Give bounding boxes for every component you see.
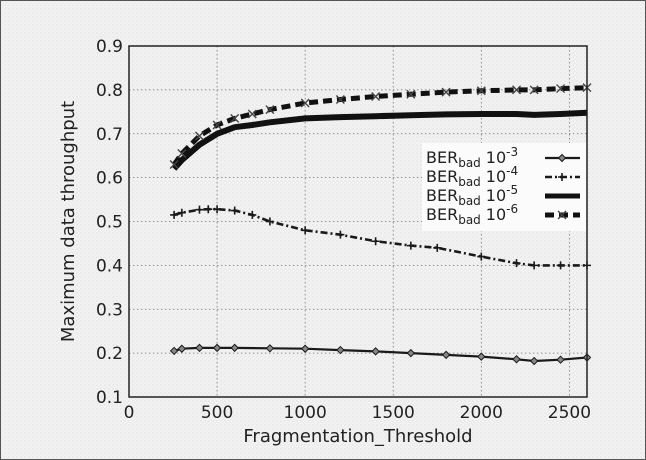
legend-label: BERbad 10-6: [426, 202, 518, 227]
data-point: [212, 343, 222, 353]
data-point: [177, 148, 187, 158]
data-point: [195, 205, 204, 214]
data-point: [433, 243, 442, 252]
legend-item: BERbad 10-5: [426, 183, 580, 208]
legend-item: BERbad 10-3: [426, 145, 580, 170]
series-3: [169, 83, 592, 169]
data-point: [371, 91, 381, 101]
x-tick-label: 500: [201, 403, 233, 423]
x-axis-label: Fragmentation_Threshold: [243, 426, 472, 447]
data-point: [336, 345, 345, 355]
data-point: [230, 343, 239, 353]
y-tick-label: 0.8: [96, 81, 123, 101]
data-point: [512, 355, 521, 364]
data-point: [512, 85, 522, 95]
data-point: [230, 113, 240, 123]
data-point: [170, 210, 179, 219]
legend-item: BERbad 10-6: [426, 202, 580, 227]
data-point: [265, 217, 274, 226]
data-point: [441, 87, 451, 97]
data-point: [530, 261, 539, 270]
data-point: [406, 348, 416, 358]
y-tick-label: 0.9: [96, 37, 123, 57]
data-point: [169, 159, 179, 169]
data-point: [265, 344, 275, 353]
data-point: [213, 205, 222, 214]
data-point: [406, 89, 416, 99]
y-tick-label: 0.1: [96, 388, 123, 408]
data-point: [335, 95, 345, 105]
data-point: [177, 208, 186, 217]
series-line: [171, 109, 588, 171]
data-point: [529, 356, 539, 366]
y-tick-label: 0.3: [96, 300, 123, 320]
data-point: [248, 210, 257, 219]
x-tick-labels: 0 500 1000 1500 2000 2500: [124, 403, 591, 423]
y-tick-label: 0.7: [96, 125, 123, 145]
data-point: [476, 86, 486, 96]
data-point: [371, 347, 380, 356]
legend-label: BERbad 10-3: [426, 145, 518, 170]
data-point: [556, 261, 565, 270]
data-point: [557, 210, 567, 220]
data-point: [177, 344, 187, 353]
data-point: [204, 205, 213, 214]
data-point: [477, 352, 486, 361]
data-point: [441, 350, 451, 360]
series-layer: [169, 83, 592, 366]
data-point: [556, 355, 565, 364]
legend-item: BERbad 10-4: [426, 164, 580, 189]
data-point: [558, 173, 566, 181]
data-point: [230, 206, 239, 215]
x-tick-label: 2500: [548, 403, 591, 423]
series-2: [171, 109, 588, 171]
data-point: [247, 109, 257, 119]
data-point: [195, 343, 204, 353]
data-point: [300, 98, 310, 108]
x-tick-label: 2000: [460, 403, 503, 423]
data-point: [371, 237, 380, 246]
data-point: [169, 346, 179, 356]
data-point: [529, 85, 539, 95]
x-tick-label: 0: [124, 403, 135, 423]
y-axis-label: Maximum data throughput: [58, 101, 79, 342]
x-tick-label: 1500: [372, 403, 415, 423]
data-point: [406, 241, 415, 250]
data-point: [194, 131, 204, 141]
y-tick-label: 0.6: [96, 169, 123, 189]
data-point: [512, 259, 521, 268]
y-tick-labels: 0.1 0.2 0.3 0.4 0.5 0.6 0.7 0.8 0.9: [96, 37, 123, 408]
data-point: [300, 344, 310, 353]
y-tick-label: 0.4: [96, 256, 123, 276]
data-point: [265, 105, 275, 115]
plot-frame: [128, 45, 588, 398]
y-tick-label: 0.2: [96, 344, 123, 364]
data-point: [301, 226, 310, 235]
legend-label: BERbad 10-4: [426, 164, 518, 189]
series-line: [173, 346, 588, 363]
data-point: [336, 230, 345, 239]
data-point: [212, 120, 222, 130]
data-point: [557, 153, 567, 163]
legend-label: BERbad 10-5: [426, 183, 518, 208]
data-point: [477, 252, 486, 261]
data-point: [556, 84, 566, 94]
y-tick-label: 0.5: [96, 213, 123, 233]
x-tick-label: 1000: [284, 403, 327, 423]
